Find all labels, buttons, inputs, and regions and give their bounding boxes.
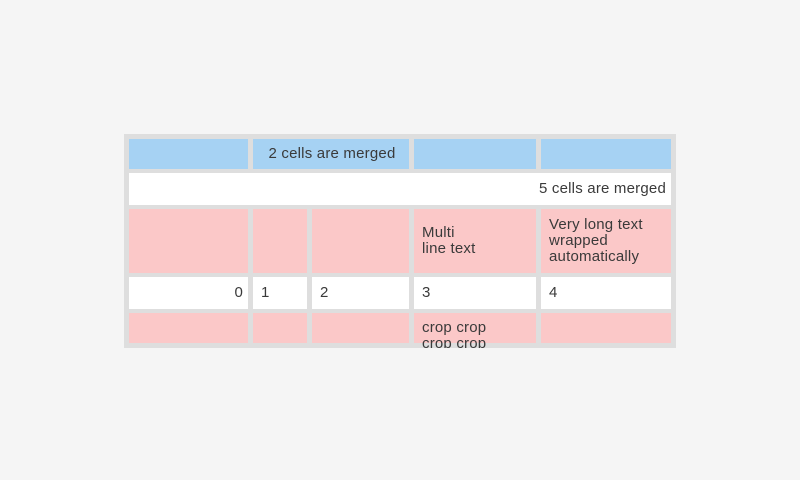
cropped-cell-text: crop crop crop crop [414, 313, 536, 348]
header-cell-merged-2-3: 2 cells are merged [253, 139, 409, 169]
table-row-cropped: crop crop crop crop [129, 313, 671, 348]
table-row-tall: Multi line text Very long text wrapped a… [129, 209, 671, 273]
tall-cell-multiline: Multi line text [414, 209, 536, 273]
tall-cell-2 [253, 209, 307, 273]
number-cell-3: 3 [414, 277, 536, 309]
table-row-full-merge: 5 cells are merged [129, 173, 671, 205]
tall-cell-wrapped: Very long text wrapped automatically [541, 209, 671, 273]
number-cell-4: 4 [541, 277, 671, 309]
number-cell-0: 0 [129, 277, 248, 309]
table-row-numbers: 0 1 2 3 4 [129, 277, 671, 309]
table-row-header: 2 cells are merged [129, 139, 671, 169]
cropped-cell-2 [253, 313, 307, 343]
number-cell-1: 1 [253, 277, 307, 309]
header-cell-4 [414, 139, 536, 169]
cropped-cell-3 [312, 313, 409, 343]
demo-table: 2 cells are merged 5 cells are merged Mu… [124, 134, 676, 348]
number-cell-2: 2 [312, 277, 409, 309]
tall-cell-1 [129, 209, 248, 273]
tall-cell-3 [312, 209, 409, 273]
header-cell-1 [129, 139, 248, 169]
header-cell-5 [541, 139, 671, 169]
full-merge-cell: 5 cells are merged [129, 173, 671, 205]
cropped-cell-5 [541, 313, 671, 343]
cropped-cell-1 [129, 313, 248, 343]
